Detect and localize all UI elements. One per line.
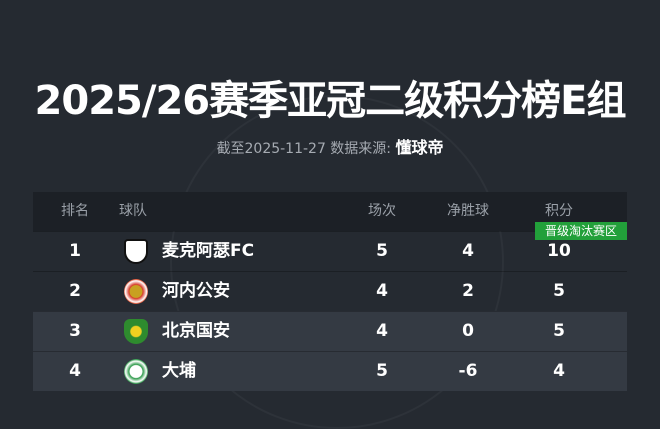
data-source: 懂球帝 [395, 138, 444, 157]
table-row: 4 大埔 5 -6 4 [33, 351, 627, 391]
points: 4 [553, 361, 565, 381]
points: 5 [553, 281, 565, 301]
team-name: 河内公安 [162, 281, 230, 301]
table-row: 3 北京国安 4 0 5 [33, 311, 627, 351]
rank: 2 [69, 281, 81, 301]
goal-difference: 2 [462, 281, 474, 301]
matches-played: 4 [376, 321, 388, 341]
table-row: 2 河内公安 4 2 5 [33, 271, 627, 311]
team-logo-icon [124, 279, 148, 304]
rank: 4 [69, 361, 81, 381]
matches-played: 4 [376, 281, 388, 301]
header-team: 球队 [119, 203, 147, 219]
team-name: 麦克阿瑟FC [162, 241, 255, 261]
page-title: 2025/26赛季亚冠二级积分榜E组 [34, 78, 627, 124]
table-header: 排名 球队 场次 净胜球 积分 晋级淘汰赛区 [33, 192, 627, 240]
subtitle: 截至2025-11-27 数据来源: 懂球帝 [0, 134, 660, 158]
header-rank: 排名 [61, 203, 89, 219]
standings-table: 排名 球队 场次 净胜球 积分 晋级淘汰赛区 1 麦克阿瑟FC 5 4 10 2 河内公安 4… [33, 192, 627, 391]
rank: 3 [69, 321, 81, 341]
matches-played: 5 [376, 361, 388, 381]
team-name: 大埔 [162, 361, 196, 381]
team-name: 北京国安 [162, 321, 230, 341]
header-goal-diff: 净胜球 [447, 203, 489, 219]
goal-difference: 0 [462, 321, 474, 341]
table-row: 1 麦克阿瑟FC 5 4 10 [33, 231, 627, 271]
points: 5 [553, 321, 565, 341]
team-logo-icon [124, 359, 148, 384]
header-played: 场次 [368, 203, 396, 219]
header-points: 积分 [545, 203, 573, 219]
points: 10 [547, 241, 571, 261]
goal-difference: -6 [458, 361, 478, 381]
team-logo-icon [124, 319, 148, 344]
update-date-text: 截至2025-11-27 数据来源: [216, 141, 392, 157]
goal-difference: 4 [462, 241, 474, 261]
rank: 1 [69, 241, 81, 261]
promotion-zone-badge: 晋级淘汰赛区 [535, 222, 627, 240]
matches-played: 5 [376, 241, 388, 261]
team-logo-icon [124, 239, 148, 264]
